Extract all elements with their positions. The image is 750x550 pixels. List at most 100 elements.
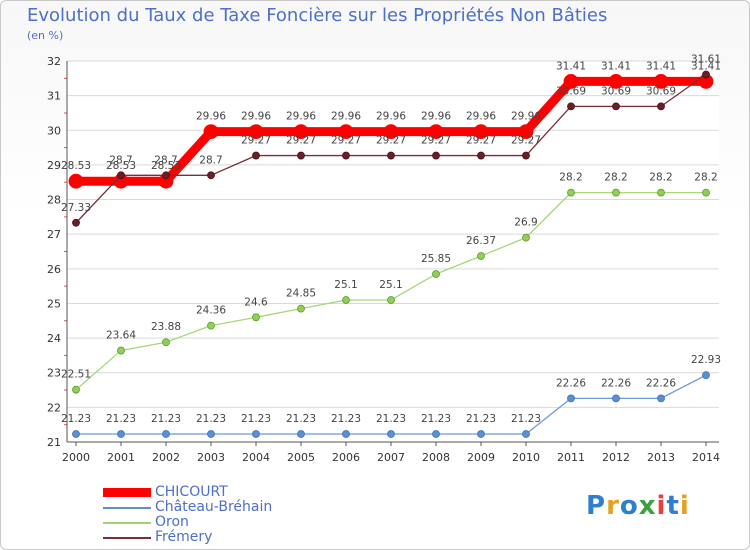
y-tick-label: 31 xyxy=(47,90,61,103)
y-tick-label: 21 xyxy=(47,436,61,449)
x-tick-label: 2012 xyxy=(602,451,630,464)
data-point xyxy=(252,313,260,322)
data-point xyxy=(338,124,354,140)
data-point xyxy=(612,188,620,197)
x-tick-label: 2010 xyxy=(512,451,540,464)
data-label: 29.96 xyxy=(511,111,541,123)
data-label: 29.27 xyxy=(466,135,496,147)
data-label: 23.88 xyxy=(151,321,181,333)
data-label: 31.61 xyxy=(691,54,721,66)
data-label: 29.96 xyxy=(421,111,451,123)
legend-item-chateau-brehain: Château-Bréhain xyxy=(103,500,272,515)
data-label: 21.23 xyxy=(376,413,406,425)
data-label: 29.27 xyxy=(511,135,541,147)
data-label: 27.33 xyxy=(61,202,91,214)
data-label: 31.41 xyxy=(691,60,721,72)
data-point xyxy=(432,430,440,438)
x-tick-label: 2007 xyxy=(377,451,405,464)
y-tick-label: 32 xyxy=(47,55,61,68)
data-point xyxy=(297,430,305,438)
data-point xyxy=(518,124,534,140)
data-label: 22.26 xyxy=(556,377,586,389)
legend-item-chicourt: CHICOURT xyxy=(103,485,272,500)
data-label: 29.96 xyxy=(286,111,316,123)
data-point xyxy=(342,151,350,160)
data-point xyxy=(653,74,669,89)
data-point xyxy=(702,70,710,79)
data-label: 28.53 xyxy=(61,160,91,172)
data-label: 30.69 xyxy=(601,85,631,97)
data-point xyxy=(612,102,620,111)
data-point xyxy=(432,151,440,160)
x-tick-label: 2013 xyxy=(647,451,675,464)
x-tick-label: 2004 xyxy=(242,451,270,464)
data-point xyxy=(342,296,350,304)
legend-swatch-fremery xyxy=(103,536,151,539)
data-point xyxy=(68,173,84,189)
data-label: 31.41 xyxy=(556,60,586,72)
data-point xyxy=(117,346,125,355)
data-label: 29.96 xyxy=(331,111,361,123)
data-label: 24.85 xyxy=(286,288,316,300)
x-tick-label: 2003 xyxy=(197,451,225,464)
data-label: 29.96 xyxy=(241,111,271,123)
y-tick-label: 22 xyxy=(47,401,61,414)
legend-swatch-chicourt xyxy=(103,488,151,497)
data-point xyxy=(72,218,80,227)
data-label: 26.37 xyxy=(466,235,496,247)
data-label: 29.27 xyxy=(331,135,361,147)
data-label: 21.23 xyxy=(196,413,226,425)
data-label: 28.7 xyxy=(109,154,132,166)
data-label: 28.2 xyxy=(694,172,717,184)
data-label: 21.23 xyxy=(331,413,361,425)
data-label: 28.2 xyxy=(649,172,672,184)
data-point xyxy=(563,74,579,89)
x-tick-label: 2014 xyxy=(692,451,720,464)
data-point xyxy=(207,171,215,180)
data-label: 29.27 xyxy=(241,135,271,147)
legend-label-chicourt: CHICOURT xyxy=(155,484,228,500)
data-label: 21.23 xyxy=(421,413,451,425)
x-tick-label: 2002 xyxy=(152,451,180,464)
legend-label-oron: Oron xyxy=(155,514,189,530)
y-axis-unit: (en %) xyxy=(27,29,64,42)
data-point xyxy=(387,430,395,438)
legend-label-chateau-brehain: Château-Bréhain xyxy=(155,499,273,515)
data-point xyxy=(342,430,350,438)
legend-swatch-chateau-brehain xyxy=(103,506,151,509)
data-label: 21.23 xyxy=(106,413,136,425)
data-point xyxy=(162,338,170,347)
x-tick-label: 2000 xyxy=(62,451,90,464)
data-label: 26.9 xyxy=(514,217,537,229)
data-label: 23.64 xyxy=(106,330,136,342)
data-label: 24.6 xyxy=(244,296,268,308)
data-point xyxy=(207,430,215,438)
x-tick-label: 2011 xyxy=(557,451,585,464)
data-label: 28.2 xyxy=(604,172,627,184)
legend-item-fremery: Frémery xyxy=(103,530,272,545)
data-label: 25.85 xyxy=(421,253,451,265)
data-label: 21.23 xyxy=(61,413,91,425)
data-point xyxy=(117,430,125,438)
x-tick-label: 2009 xyxy=(467,451,495,464)
data-point xyxy=(248,124,264,140)
y-tick-label: 28 xyxy=(47,194,61,207)
data-label: 29.27 xyxy=(376,135,406,147)
data-label: 21.23 xyxy=(466,413,496,425)
data-point xyxy=(567,394,575,403)
data-point xyxy=(477,151,485,160)
x-tick-label: 2001 xyxy=(107,451,135,464)
data-label: 29.96 xyxy=(376,111,406,123)
data-point xyxy=(522,151,530,160)
y-tick-label: 26 xyxy=(47,263,61,276)
data-point xyxy=(207,321,215,330)
data-label: 29.96 xyxy=(196,111,226,123)
y-tick-label: 25 xyxy=(47,297,61,310)
data-point xyxy=(473,124,489,140)
data-point xyxy=(428,124,444,140)
y-tick-label: 23 xyxy=(47,367,61,380)
data-point xyxy=(383,124,399,140)
data-point xyxy=(387,296,395,304)
